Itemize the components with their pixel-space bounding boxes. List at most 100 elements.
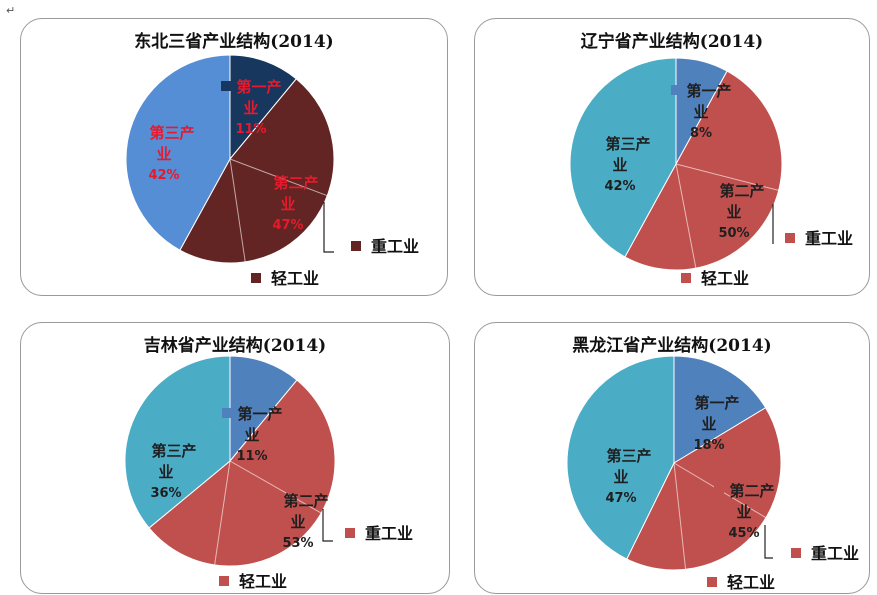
legend-swatch xyxy=(251,273,261,283)
sub-legend-label: 轻工业 xyxy=(701,269,750,288)
slice-name-line-1: 第三产 xyxy=(605,135,651,153)
legend-swatch xyxy=(589,138,600,148)
pie-chart-svg xyxy=(566,355,782,571)
chart-title: 东北三省产业结构(2014) xyxy=(134,32,334,52)
slice-name-line-2: 业 xyxy=(693,103,709,121)
slice-percent: 36% xyxy=(150,486,182,501)
data-label-2: 第二产业 45% xyxy=(713,481,775,544)
slice-name-line-2: 业 xyxy=(280,195,296,213)
pie-slice-1 xyxy=(229,54,297,161)
leader-line xyxy=(764,525,773,559)
slice-percent: 47% xyxy=(272,218,304,233)
sub-legend-item-1: 重工业 xyxy=(345,520,413,544)
sub-legend-item-1: 重工业 xyxy=(791,540,859,564)
legend-swatch xyxy=(135,445,146,455)
pie-chart-panel-1: 东北三省产业结构(2014) 第一产业 11% 第二产业 47% 第三产业 42% 重工业 轻工… xyxy=(20,18,448,296)
slice-name-line-2: 业 xyxy=(701,415,717,433)
leader-line xyxy=(322,509,333,542)
pie-chart-svg xyxy=(124,355,336,567)
sub-legend-label: 轻工业 xyxy=(239,572,288,591)
slice-name-line-2: 业 xyxy=(156,145,172,163)
sub-legend-item-2: 轻工业 xyxy=(219,568,287,592)
slice-name-line-1: 第二产 xyxy=(283,492,329,510)
legend-swatch xyxy=(791,548,801,558)
data-label-1: 第一产业 11% xyxy=(221,404,283,467)
legend-swatch xyxy=(351,241,361,251)
legend-swatch xyxy=(713,485,724,495)
data-label-1: 第一产业 18% xyxy=(678,393,740,456)
pie-chart-svg xyxy=(569,57,783,271)
data-label-3: 第三产业 47% xyxy=(590,446,652,509)
data-label-3: 第三产业 42% xyxy=(589,134,651,197)
slice-name-line-2: 业 xyxy=(158,463,174,481)
sub-legend-label: 重工业 xyxy=(371,237,420,256)
sub-legend-item-1: 重工业 xyxy=(351,233,419,257)
slice-name-line-1: 第三产 xyxy=(149,124,195,142)
sub-sector-divider-1 xyxy=(229,158,328,197)
slice-name-line-1: 第二产 xyxy=(273,174,319,192)
sub-legend-label: 轻工业 xyxy=(727,573,776,592)
slice-percent: 18% xyxy=(693,438,725,453)
legend-swatch xyxy=(678,397,689,407)
pie-chart-svg xyxy=(125,54,335,264)
slice-percent: 53% xyxy=(282,536,314,551)
pie-slice-3 xyxy=(125,54,231,251)
data-label-1: 第一产业 11% xyxy=(220,77,282,140)
leader-line xyxy=(323,202,334,253)
slice-name-line-2: 业 xyxy=(612,156,628,174)
data-label-3: 第三产业 36% xyxy=(135,441,197,504)
slice-name-line-2: 业 xyxy=(243,99,259,117)
slice-percent: 11% xyxy=(236,449,268,464)
slice-name-line-1: 第一产 xyxy=(237,405,283,423)
chart-title: 黑龙江省产业结构(2014) xyxy=(572,336,772,356)
pie-chart-panel-3: 吉林省产业结构(2014) 第一产业 11% 第二产业 53% 第三产业 36% 重工业 轻工业 xyxy=(20,322,450,594)
data-label-2: 第二产业 47% xyxy=(257,173,319,236)
chart-title: 吉林省产业结构(2014) xyxy=(143,336,327,356)
slice-name-line-1: 第二产 xyxy=(719,182,765,200)
sub-legend-label: 重工业 xyxy=(365,524,414,543)
pie-slice-1 xyxy=(673,355,767,464)
pie-chart-panel-2: 辽宁省产业结构(2014) 第一产业 8% 第二产业 50% 第三产业 42% 重工业 轻工业 xyxy=(474,18,870,296)
slice-percent: 47% xyxy=(605,491,637,506)
slice-name-line-1: 第二产 xyxy=(729,482,775,500)
data-label-3: 第三产业 42% xyxy=(133,123,195,186)
slice-name-line-2: 业 xyxy=(244,426,260,444)
slice-name-line-2: 业 xyxy=(613,468,629,486)
legend-swatch xyxy=(219,576,229,586)
legend-swatch xyxy=(670,85,681,95)
chart-title: 辽宁省产业结构(2014) xyxy=(580,32,764,52)
slice-percent: 42% xyxy=(148,168,180,183)
pie-slice-2 xyxy=(148,379,336,567)
slice-name-line-2: 业 xyxy=(290,513,306,531)
pie-slice-1 xyxy=(229,355,298,463)
pie-slice-3 xyxy=(569,57,677,258)
legend-swatch xyxy=(345,528,355,538)
data-label-2: 第二产业 53% xyxy=(267,491,329,554)
slice-name-line-2: 业 xyxy=(736,503,752,521)
sub-legend-item-2: 轻工业 xyxy=(251,265,319,289)
slice-name-line-1: 第三产 xyxy=(151,442,197,460)
legend-swatch xyxy=(681,273,691,283)
slice-percent: 8% xyxy=(689,126,713,141)
data-label-1: 第一产业 8% xyxy=(670,81,732,144)
slice-name-line-1: 第一产 xyxy=(686,82,732,100)
slice-percent: 11% xyxy=(235,122,267,137)
pie-slice-3 xyxy=(566,355,675,560)
sub-legend-label: 重工业 xyxy=(805,229,854,248)
legend-swatch xyxy=(785,233,795,243)
legend-swatch xyxy=(267,495,278,505)
sub-sector-divider-1 xyxy=(675,163,779,191)
sub-legend-label: 重工业 xyxy=(811,544,860,563)
sub-legend-label: 轻工业 xyxy=(271,269,320,288)
paragraph-mark: ↵ xyxy=(6,4,16,17)
slice-name-line-1: 第一产 xyxy=(236,78,282,96)
sub-sector-divider-2 xyxy=(229,158,246,262)
sub-legend-item-2: 轻工业 xyxy=(681,265,749,289)
slice-percent: 45% xyxy=(728,526,760,541)
slice-percent: 42% xyxy=(604,179,636,194)
slice-name-line-1: 第一产 xyxy=(694,394,740,412)
pie-slice-2 xyxy=(179,78,335,264)
sub-sector-divider-2 xyxy=(673,462,687,570)
legend-swatch xyxy=(220,81,231,91)
sub-sector-divider-2 xyxy=(675,163,697,269)
